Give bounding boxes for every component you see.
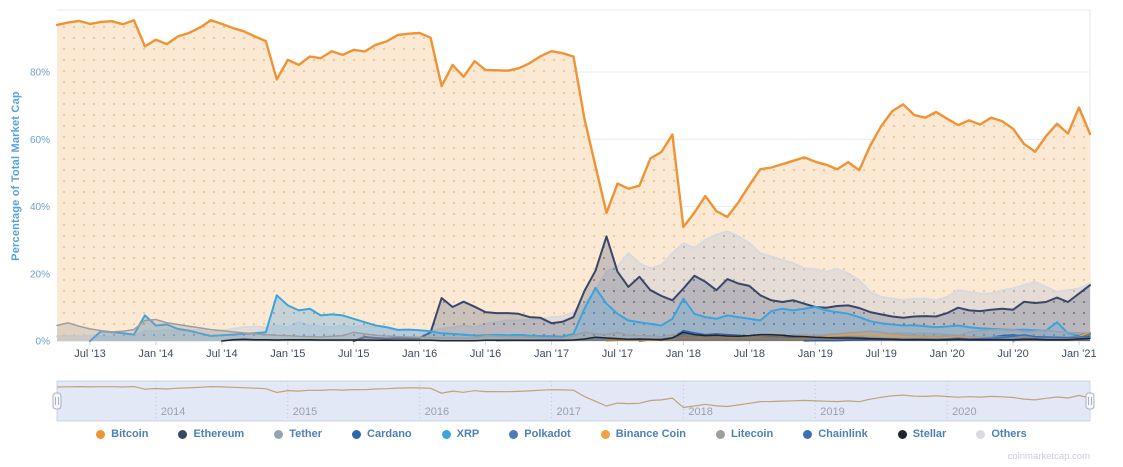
watermark: coinmarketcap.com [1007, 451, 1090, 462]
x-tick-label: Jan '16 [402, 348, 437, 360]
tether-marker-icon [274, 429, 284, 439]
series-line-bitcoin[interactable] [55, 19, 1092, 229]
bitcoin-marker-icon [96, 429, 106, 439]
x-tick-label: Jul '17 [602, 348, 633, 360]
series-area-bitcoin [57, 20, 1090, 341]
navigator-year-label: 2015 [293, 406, 317, 418]
legend-item-bitcoin[interactable]: Bitcoin [96, 428, 148, 440]
navigator[interactable]: 2014 2015 2016 2017 2018 2019 2020 [52, 380, 1095, 422]
series-line-others[interactable] [56, 230, 1091, 338]
legend-item-litecoin[interactable]: Litecoin [716, 428, 773, 440]
legend-label: Polkadot [524, 428, 571, 440]
series-line-stellar[interactable] [221, 331, 1091, 342]
others-marker-icon [976, 429, 986, 439]
litecoin-marker-icon [716, 429, 726, 439]
legend-label: Ethereum [193, 428, 245, 440]
series-area-ethereum [353, 236, 1090, 341]
x-tick-label: Jan '21 [1061, 348, 1096, 360]
x-tick-label: Jan '17 [534, 348, 569, 360]
legend-label: Stellar [912, 428, 947, 440]
y-tick-label: 60% [30, 135, 50, 146]
series-line-xrp[interactable] [89, 286, 1091, 342]
legend-item-binance-coin[interactable]: Binance Coin [600, 428, 687, 440]
y-tick-label: 80% [30, 68, 50, 79]
ethereum-marker-icon [178, 429, 188, 439]
x-tick-label: Jul '16 [470, 348, 501, 360]
legend-label: XRP [456, 428, 480, 440]
legend-label: Bitcoin [111, 428, 149, 440]
x-tick-label: Jul '20 [997, 348, 1028, 360]
legend-item-chainlink[interactable]: Chainlink [803, 428, 868, 440]
polkadot-marker-icon [509, 429, 519, 439]
series-area-litecoin [57, 319, 1090, 341]
stellar-marker-icon [897, 429, 907, 439]
legend: Bitcoin Ethereum Tether Cardano XRP Polkadot B… [0, 428, 1123, 440]
legend-label: Litecoin [731, 428, 774, 440]
x-tick-label: Jan '19 [798, 348, 833, 360]
series-line-cardano[interactable] [638, 329, 1091, 342]
legend-label: Chainlink [818, 428, 868, 440]
y-tick-label: 0% [36, 337, 51, 348]
y-tick-label: 40% [30, 202, 50, 213]
legend-item-cardano[interactable]: Cardano [352, 428, 412, 440]
xrp-marker-icon [441, 429, 451, 439]
navigator-year-label: 2020 [952, 406, 976, 418]
x-tick-label: Jul '13 [74, 348, 105, 360]
legend-item-xrp[interactable]: XRP [441, 428, 480, 440]
series-line-ethereum[interactable] [352, 235, 1091, 342]
x-tick-label: Jul '14 [206, 348, 237, 360]
navigator-year-label: 2016 [425, 406, 449, 418]
y-tick-label: 20% [30, 269, 50, 280]
navigator-handle-right[interactable] [1085, 392, 1095, 410]
series-layer [55, 19, 1092, 342]
x-tick-label: Jan '15 [270, 348, 305, 360]
x-tick-label: Jan '20 [930, 348, 965, 360]
navigator-year-label: 2019 [820, 406, 844, 418]
legend-item-stellar[interactable]: Stellar [897, 428, 947, 440]
navigator-series-line [56, 385, 1091, 409]
navigator-year-label: 2018 [688, 406, 712, 418]
y-axis-title: Percentage of Total Market Cap [10, 91, 22, 261]
x-tick-label: Jan '18 [666, 348, 701, 360]
x-tick-label: Jan '14 [138, 348, 173, 360]
chainlink-marker-icon [803, 429, 813, 439]
series-line-litecoin[interactable] [56, 318, 1091, 340]
x-tick-label: Jul '18 [734, 348, 765, 360]
legend-label: Others [991, 428, 1027, 440]
x-tick-label: Jul '19 [865, 348, 896, 360]
legend-item-others[interactable]: Others [976, 428, 1027, 440]
legend-label: Tether [289, 428, 323, 440]
navigator-handle-left[interactable] [52, 392, 62, 410]
series-area-xrp [90, 287, 1090, 341]
legend-item-ethereum[interactable]: Ethereum [178, 428, 244, 440]
binance-coin-marker-icon [600, 429, 610, 439]
legend-item-tether[interactable]: Tether [274, 428, 322, 440]
legend-label: Cardano [367, 428, 412, 440]
legend-label: Binance Coin [615, 428, 687, 440]
cardano-marker-icon [352, 429, 362, 439]
x-tick-label: Jul '15 [338, 348, 369, 360]
navigator-year-label: 2014 [161, 406, 185, 418]
legend-item-polkadot[interactable]: Polkadot [509, 428, 571, 440]
navigator-year-label: 2017 [557, 406, 581, 418]
